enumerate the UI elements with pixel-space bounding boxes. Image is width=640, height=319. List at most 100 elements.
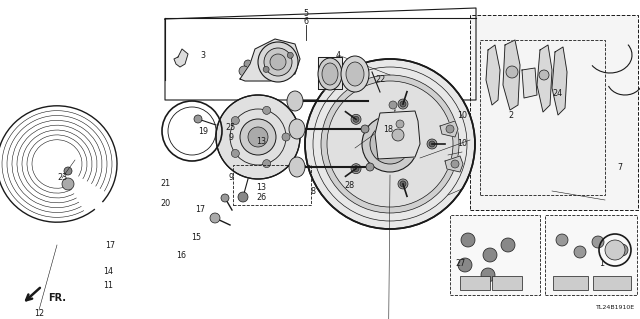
Circle shape (321, 75, 459, 213)
Circle shape (451, 160, 459, 168)
Bar (593, 276, 631, 290)
Circle shape (481, 268, 495, 282)
Circle shape (427, 139, 437, 149)
Text: 8: 8 (310, 188, 316, 197)
Bar (450, 215, 540, 295)
Polygon shape (440, 121, 458, 137)
Polygon shape (522, 68, 537, 98)
Circle shape (262, 160, 271, 167)
Circle shape (592, 236, 604, 248)
Text: 12: 12 (34, 308, 44, 317)
Polygon shape (375, 111, 420, 159)
Text: 16: 16 (176, 250, 186, 259)
Circle shape (400, 101, 406, 107)
Circle shape (501, 238, 515, 252)
Circle shape (380, 134, 400, 154)
Polygon shape (240, 39, 300, 81)
Polygon shape (445, 156, 463, 172)
Circle shape (231, 116, 239, 124)
Bar (545, 215, 637, 295)
Text: 28: 28 (344, 181, 354, 189)
Circle shape (221, 194, 229, 202)
Text: 1: 1 (600, 258, 605, 268)
Polygon shape (486, 45, 500, 105)
Circle shape (244, 60, 252, 68)
Text: 13: 13 (256, 183, 266, 192)
Bar (233, 165, 311, 205)
Circle shape (366, 163, 374, 171)
Circle shape (231, 150, 239, 158)
Circle shape (616, 244, 628, 256)
Circle shape (556, 234, 568, 246)
Text: 20: 20 (160, 199, 170, 209)
Bar (460, 276, 490, 290)
Circle shape (362, 116, 418, 172)
Ellipse shape (318, 58, 342, 90)
Circle shape (400, 181, 406, 187)
Circle shape (389, 101, 397, 109)
Text: 10: 10 (457, 139, 467, 149)
Circle shape (238, 192, 248, 202)
Text: 17: 17 (105, 241, 115, 249)
Text: 22: 22 (375, 76, 385, 85)
Circle shape (353, 116, 359, 122)
Circle shape (194, 115, 202, 123)
Circle shape (458, 258, 472, 272)
Circle shape (353, 166, 359, 172)
Text: 5: 5 (303, 9, 308, 18)
Text: 14: 14 (103, 268, 113, 277)
Text: TL24B1910E: TL24B1910E (596, 305, 635, 310)
Circle shape (240, 119, 276, 155)
Circle shape (263, 66, 269, 72)
Text: 26: 26 (256, 194, 266, 203)
Circle shape (396, 120, 404, 128)
Ellipse shape (289, 157, 305, 177)
Ellipse shape (289, 119, 305, 139)
Bar (492, 276, 522, 290)
Ellipse shape (287, 91, 303, 111)
Text: 11: 11 (103, 280, 113, 290)
Bar (553, 276, 588, 290)
Circle shape (506, 66, 518, 78)
Circle shape (539, 70, 549, 80)
Circle shape (239, 66, 249, 76)
Circle shape (429, 141, 435, 147)
Circle shape (176, 57, 184, 65)
Circle shape (258, 42, 298, 82)
Text: 15: 15 (191, 233, 201, 241)
Polygon shape (503, 40, 520, 110)
Text: 7: 7 (618, 164, 623, 173)
Bar (470, 15, 638, 210)
Text: 9: 9 (228, 174, 234, 182)
Circle shape (287, 52, 293, 58)
Circle shape (327, 81, 453, 207)
Circle shape (574, 246, 586, 258)
Polygon shape (552, 47, 567, 115)
Polygon shape (318, 57, 342, 89)
Circle shape (392, 129, 404, 141)
Ellipse shape (346, 62, 364, 86)
Circle shape (216, 95, 300, 179)
Text: FR.: FR. (48, 293, 66, 303)
Circle shape (461, 233, 475, 247)
Polygon shape (174, 49, 188, 67)
Circle shape (282, 133, 290, 141)
Text: 2: 2 (508, 110, 513, 120)
Circle shape (361, 125, 369, 133)
Text: 24: 24 (552, 88, 562, 98)
Text: 9: 9 (228, 132, 234, 142)
Circle shape (483, 248, 497, 262)
Ellipse shape (341, 56, 369, 92)
Bar (480, 40, 605, 195)
Text: 4: 4 (335, 50, 340, 60)
Circle shape (270, 54, 286, 70)
Circle shape (446, 125, 454, 133)
Circle shape (370, 124, 410, 164)
Text: 3: 3 (200, 50, 205, 60)
Text: 27: 27 (455, 258, 465, 268)
Text: 23: 23 (57, 174, 67, 182)
Circle shape (351, 114, 361, 124)
Text: 18: 18 (383, 124, 393, 133)
Circle shape (351, 164, 361, 174)
Circle shape (262, 106, 271, 115)
